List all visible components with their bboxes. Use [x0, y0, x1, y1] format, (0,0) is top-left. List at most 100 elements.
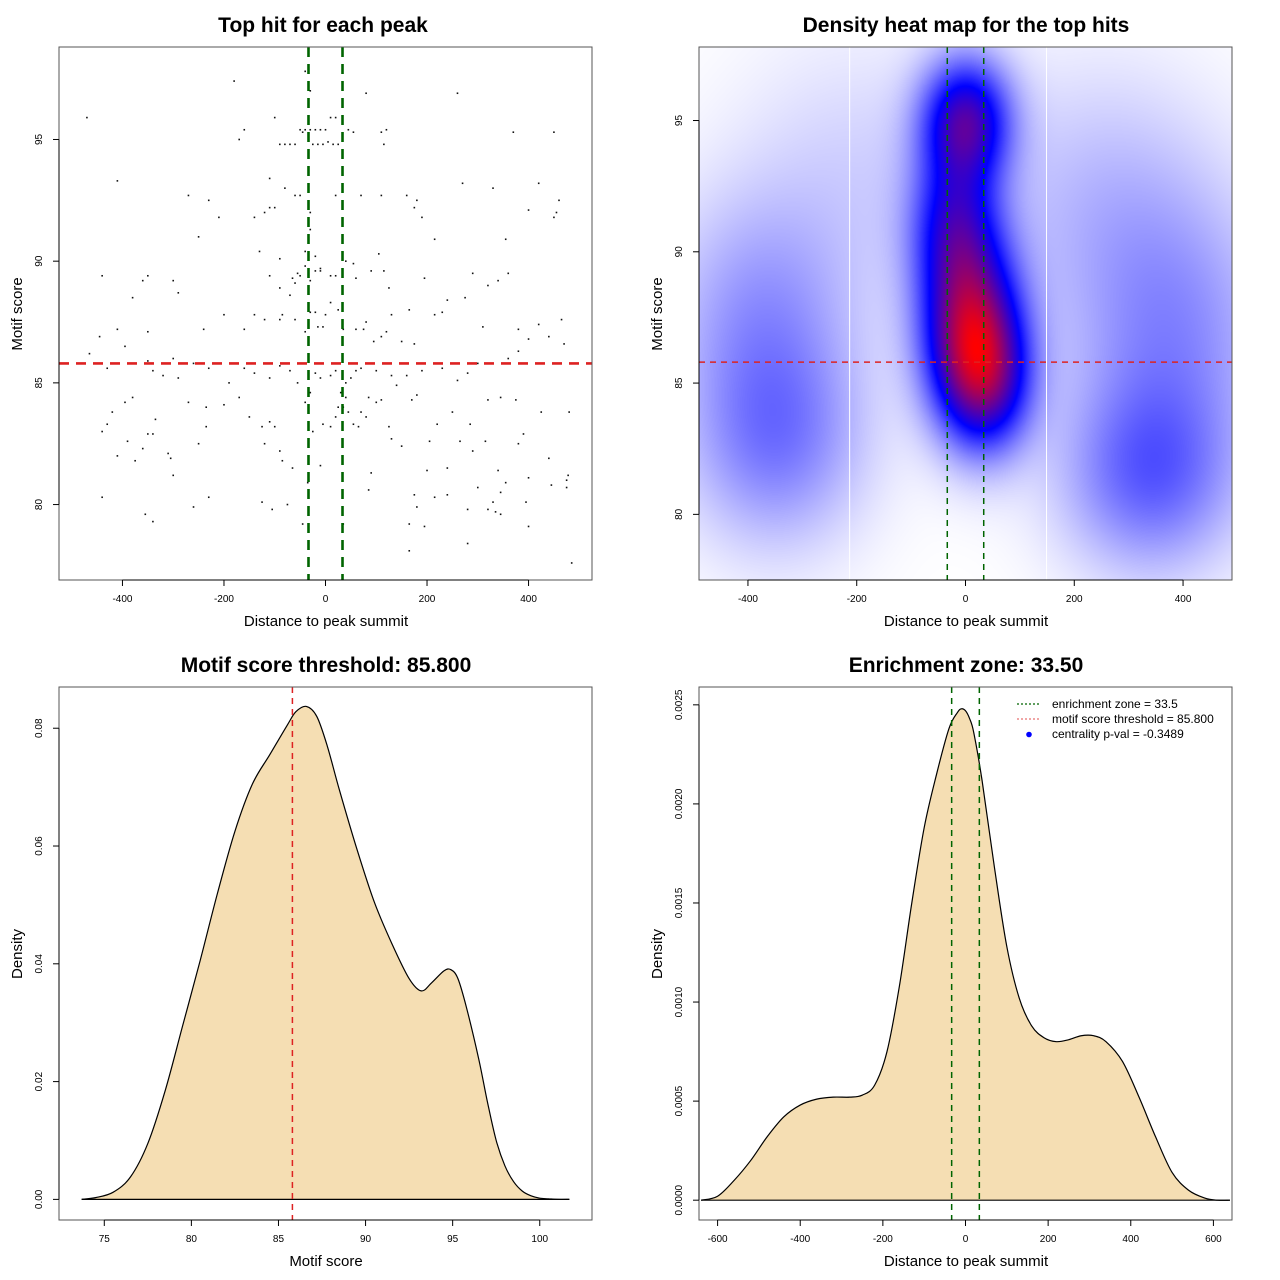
scatter-point	[324, 128, 327, 131]
scatter-point	[106, 423, 109, 426]
scatter-point	[553, 216, 555, 219]
scatter-point	[337, 143, 339, 146]
distance-density-x-label: Distance to peak summit	[884, 1253, 1049, 1270]
scatter-point	[322, 326, 324, 328]
scatter-point	[116, 455, 119, 457]
scatter-point	[319, 267, 322, 270]
scatter-point	[111, 411, 114, 413]
scatter-point	[527, 476, 530, 479]
scatter-point	[309, 311, 312, 314]
scatter-point	[345, 382, 347, 384]
scatter-point	[306, 481, 309, 484]
density-area	[81, 706, 570, 1200]
scatter-point	[568, 411, 570, 413]
scatter-point	[177, 292, 180, 294]
legend-centrality-dot	[1026, 731, 1032, 738]
scatter-point	[253, 372, 256, 374]
legend-threshold-label: motif score threshold = 85.800	[1052, 712, 1214, 726]
scatter-point	[413, 494, 416, 496]
scatter-point	[228, 382, 230, 384]
scatter-point	[309, 391, 312, 394]
scatter-point	[537, 182, 540, 185]
scatter-axes: -400 -200 0 200 400 80 85 90 95	[34, 133, 537, 605]
scatter-point	[565, 479, 568, 482]
scatter-point	[324, 313, 327, 316]
scatter-point	[172, 279, 175, 282]
scatter-point	[492, 501, 494, 503]
y-tick-label: 0.0005	[674, 1085, 685, 1116]
scatter-point	[289, 369, 291, 372]
heatmap-y-label: Motif score	[649, 277, 666, 350]
scatter-point	[476, 486, 479, 489]
scatter-point	[238, 396, 241, 399]
density-curve	[81, 705, 570, 1201]
scatter-point	[360, 367, 362, 370]
scatter-point	[370, 270, 372, 272]
scatter-point	[301, 523, 304, 525]
density-curve	[700, 708, 1230, 1201]
scatter-point	[484, 440, 487, 443]
scatter-point	[299, 274, 301, 277]
density-area	[701, 708, 1230, 1201]
x-tick-label: -600	[708, 1234, 728, 1245]
scatter-point	[446, 467, 449, 469]
scatter-point	[433, 496, 436, 499]
scatter-point	[517, 328, 520, 331]
scatter-point	[517, 350, 520, 353]
scatter-point	[390, 313, 393, 316]
scatter-point	[319, 464, 322, 467]
scatter-point	[289, 294, 291, 297]
scatter-point	[192, 362, 195, 365]
scatter-point	[416, 199, 418, 202]
scatter-point	[238, 138, 241, 141]
scatter-point	[144, 513, 147, 516]
scatter-point	[504, 238, 507, 241]
scatter-point	[314, 311, 317, 314]
scatter-point	[205, 406, 208, 409]
scatter-point	[124, 345, 126, 348]
scatter-point	[565, 486, 568, 489]
scatter-point	[261, 425, 263, 428]
scatter-point	[408, 309, 411, 311]
scatter-point	[207, 199, 210, 202]
scatter-point	[192, 506, 195, 508]
scatter-point	[294, 194, 296, 197]
scatter-point	[527, 338, 530, 340]
scatter-point	[355, 328, 357, 331]
scatter-point	[441, 367, 444, 370]
scatter-point	[304, 128, 306, 131]
scatter-point	[304, 401, 306, 404]
scatter-point	[334, 116, 337, 119]
scatter-point	[487, 508, 489, 511]
scatter-point	[497, 469, 499, 472]
scatter-point	[383, 143, 385, 146]
scatter-point	[380, 399, 383, 401]
scatter-point	[360, 411, 362, 413]
scatter-point	[131, 396, 134, 399]
scatter-point	[380, 194, 383, 197]
scatter-point	[327, 141, 329, 143]
scatter-point	[202, 328, 205, 331]
scatter-reference-lines	[59, 47, 592, 580]
scatter-point	[385, 330, 388, 333]
scatter-point	[309, 228, 312, 231]
scatter-point	[319, 270, 322, 272]
scatter-point	[355, 277, 357, 280]
scatter-point	[291, 467, 294, 469]
scatter-point	[152, 369, 154, 372]
y-tick-label: 85	[674, 377, 685, 389]
scatter-point	[550, 484, 553, 486]
scatter-point	[352, 423, 355, 426]
scatter-point	[456, 379, 459, 382]
scatter-point	[329, 425, 332, 428]
scatter-point	[223, 313, 225, 316]
scatter-point	[383, 270, 385, 272]
heatmap-title: Density heat map for the top hits	[803, 14, 1130, 37]
scatter-point	[555, 211, 558, 214]
score-density-plot-area	[81, 687, 570, 1220]
scatter-point	[248, 416, 251, 418]
x-tick-label: -200	[847, 594, 867, 605]
scatter-point	[423, 277, 426, 280]
scatter-point	[563, 343, 565, 345]
